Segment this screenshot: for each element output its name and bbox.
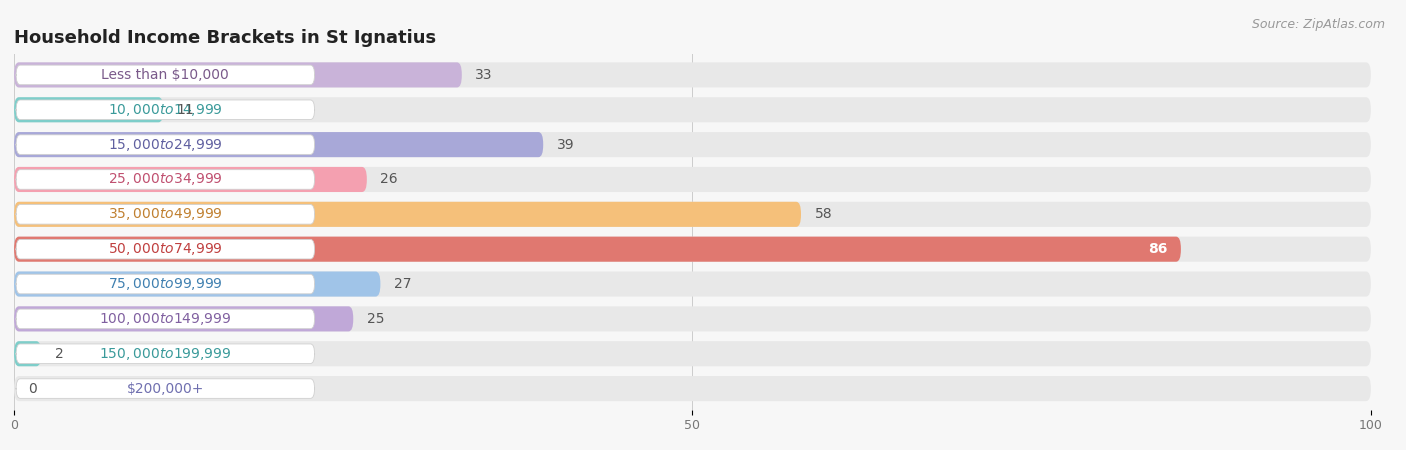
FancyBboxPatch shape: [15, 170, 315, 189]
Text: 0: 0: [28, 382, 37, 396]
FancyBboxPatch shape: [15, 65, 315, 85]
Text: $35,000 to $49,999: $35,000 to $49,999: [108, 206, 222, 222]
Text: $15,000 to $24,999: $15,000 to $24,999: [108, 137, 222, 153]
Text: 58: 58: [814, 207, 832, 221]
FancyBboxPatch shape: [14, 167, 367, 192]
FancyBboxPatch shape: [14, 237, 1181, 262]
FancyBboxPatch shape: [15, 205, 315, 224]
Text: 26: 26: [381, 172, 398, 186]
Text: $150,000 to $199,999: $150,000 to $199,999: [100, 346, 232, 362]
FancyBboxPatch shape: [15, 239, 315, 259]
FancyBboxPatch shape: [14, 341, 1371, 366]
FancyBboxPatch shape: [15, 135, 315, 154]
Text: 2: 2: [55, 347, 63, 361]
FancyBboxPatch shape: [14, 132, 1371, 157]
FancyBboxPatch shape: [14, 97, 1371, 122]
Text: $10,000 to $14,999: $10,000 to $14,999: [108, 102, 222, 118]
Text: 25: 25: [367, 312, 384, 326]
FancyBboxPatch shape: [14, 97, 163, 122]
FancyBboxPatch shape: [14, 306, 353, 332]
Text: $75,000 to $99,999: $75,000 to $99,999: [108, 276, 222, 292]
Text: $200,000+: $200,000+: [127, 382, 204, 396]
FancyBboxPatch shape: [15, 379, 315, 398]
Text: $50,000 to $74,999: $50,000 to $74,999: [108, 241, 222, 257]
FancyBboxPatch shape: [15, 100, 315, 120]
FancyBboxPatch shape: [14, 271, 381, 297]
FancyBboxPatch shape: [14, 237, 1371, 262]
FancyBboxPatch shape: [14, 271, 1371, 297]
FancyBboxPatch shape: [14, 63, 461, 87]
FancyBboxPatch shape: [14, 306, 1371, 332]
FancyBboxPatch shape: [14, 376, 1371, 401]
Text: 27: 27: [394, 277, 412, 291]
Text: 33: 33: [475, 68, 494, 82]
Text: $25,000 to $34,999: $25,000 to $34,999: [108, 171, 222, 188]
FancyBboxPatch shape: [14, 167, 1371, 192]
FancyBboxPatch shape: [14, 202, 1371, 227]
Text: 86: 86: [1147, 242, 1167, 256]
FancyBboxPatch shape: [14, 341, 41, 366]
Text: 11: 11: [177, 103, 194, 117]
FancyBboxPatch shape: [14, 202, 801, 227]
FancyBboxPatch shape: [14, 63, 1371, 87]
FancyBboxPatch shape: [15, 309, 315, 328]
FancyBboxPatch shape: [14, 132, 543, 157]
Text: Household Income Brackets in St Ignatius: Household Income Brackets in St Ignatius: [14, 29, 436, 47]
Text: Source: ZipAtlas.com: Source: ZipAtlas.com: [1251, 18, 1385, 31]
FancyBboxPatch shape: [15, 274, 315, 294]
FancyBboxPatch shape: [15, 344, 315, 364]
Text: $100,000 to $149,999: $100,000 to $149,999: [100, 311, 232, 327]
Text: Less than $10,000: Less than $10,000: [101, 68, 229, 82]
Text: 39: 39: [557, 138, 575, 152]
